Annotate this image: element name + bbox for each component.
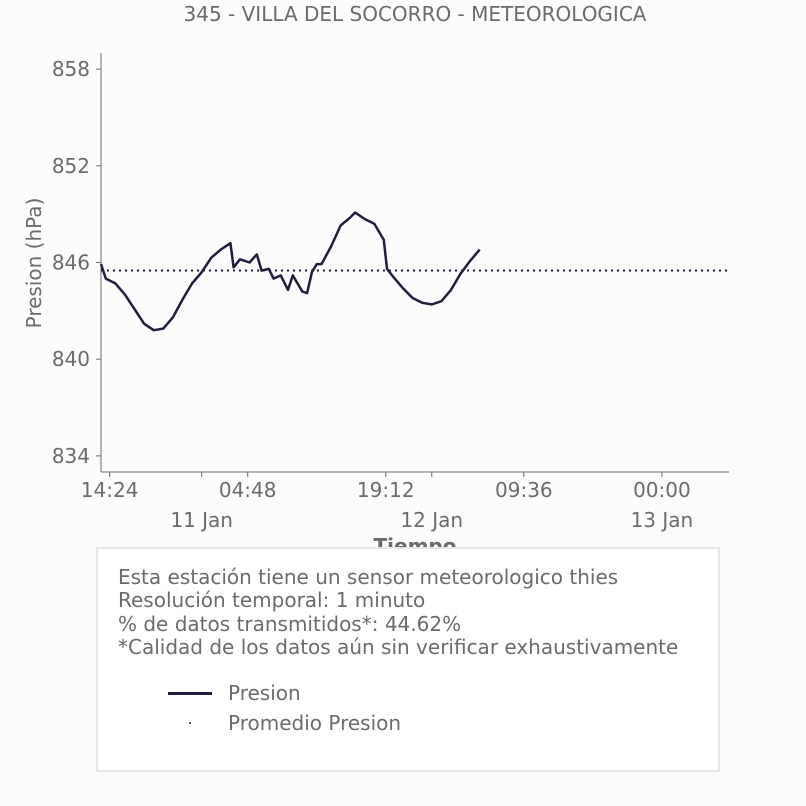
info-line-transmitted: % de datos transmitidos*: 44.62% <box>118 611 462 636</box>
series-line-presion <box>99 211 481 332</box>
legend-item-promedio: Promedio Presion <box>168 711 401 735</box>
legend-label-promedio: Promedio Presion <box>228 711 402 735</box>
y-tick-label: 852 <box>52 154 90 178</box>
info-line-resolution: Resolución temporal: 1 minuto <box>118 588 426 613</box>
info-line-quality-note: *Calidad de los datos aún sin verificar … <box>118 634 679 659</box>
legend-item-presion: Presion <box>168 681 301 705</box>
y-tick-label: 834 <box>52 444 90 468</box>
x-tick-date-label: 12 Jan <box>400 508 463 532</box>
info-line-sensor: Esta estación tiene un sensor meteorolog… <box>118 565 619 589</box>
legend-line-swatch <box>168 691 212 695</box>
chart-title: 345 - VILLA DEL SOCORRO - METEOROLOGICA <box>184 2 647 26</box>
x-tick-label: 04:48 <box>219 478 277 502</box>
x-tick-date-label: 11 Jan <box>170 508 233 532</box>
x-tick-label: 14:24 <box>81 478 139 502</box>
y-tick-label: 846 <box>52 251 90 275</box>
x-tick-date-label: 13 Jan <box>631 508 694 532</box>
info-text: Esta estación tiene un sensor meteorolog… <box>118 565 679 659</box>
y-axis-label: Presion (hPa) <box>22 198 46 329</box>
x-tick-label: 09:36 <box>495 478 553 502</box>
info-box: Esta estación tiene un sensor meteorolog… <box>96 547 720 772</box>
x-tick-label: 19:12 <box>357 478 415 502</box>
y-tick-label: 858 <box>52 57 90 81</box>
y-tick-label: 840 <box>52 347 90 371</box>
legend-label-presion: Presion <box>228 681 301 705</box>
x-tick-label: 00:00 <box>633 478 691 502</box>
legend-dot-swatch <box>168 722 212 724</box>
